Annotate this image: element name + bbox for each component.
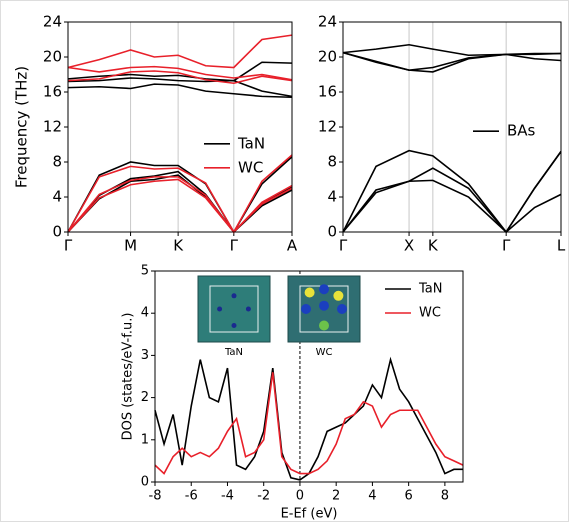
legend-label: WC xyxy=(238,158,263,176)
x-tick-label: 4 xyxy=(368,489,376,504)
y-tick-label: 4 xyxy=(327,188,337,206)
data-line xyxy=(67,83,293,99)
x-tick-label: -8 xyxy=(149,489,162,504)
y-tick-label: 5 xyxy=(141,264,149,279)
x-tick-label: 8 xyxy=(441,489,449,504)
data-line xyxy=(342,51,561,71)
x-tick-label: 0 xyxy=(296,489,304,504)
inset-label: WC xyxy=(316,347,333,358)
y-tick-label: 24 xyxy=(318,13,337,31)
inset-atom xyxy=(319,300,329,311)
data-line xyxy=(342,149,562,234)
inset-atom xyxy=(301,304,311,314)
data-line xyxy=(154,372,464,475)
inset-cell xyxy=(209,285,259,333)
x-tick-label: K xyxy=(428,237,439,255)
x-tick-label: Γ xyxy=(64,237,73,255)
y-tick-label: 20 xyxy=(318,48,337,66)
x-tick-label: L xyxy=(557,237,566,255)
data-line xyxy=(67,65,293,81)
data-line xyxy=(67,77,293,98)
inset-atom xyxy=(304,287,315,298)
legend-label: BAs xyxy=(507,122,536,140)
y-tick-label: 4 xyxy=(52,188,62,206)
inset-atom xyxy=(217,306,223,312)
y-tick-label: 0 xyxy=(52,223,62,241)
y-tick-label: 2 xyxy=(141,390,149,405)
data-line xyxy=(67,156,293,234)
y-tick-label: 16 xyxy=(43,83,62,101)
y-tick-label: 0 xyxy=(327,223,337,241)
x-tick-label: -6 xyxy=(185,489,198,504)
data-line xyxy=(67,154,293,234)
inset-atom xyxy=(231,293,237,299)
x-tick-label: Γ xyxy=(502,237,511,255)
y-axis-label: DOS (states/eV-f.u.) xyxy=(121,313,136,441)
y-tick-label: 16 xyxy=(318,83,337,101)
x-tick-label: A xyxy=(287,237,298,255)
x-tick-label: Γ xyxy=(230,237,239,255)
x-tick-label: 6 xyxy=(405,489,413,504)
x-tick-label: -2 xyxy=(257,489,270,504)
inset-atom xyxy=(245,306,251,312)
x-tick-label: M xyxy=(124,237,137,255)
y-tick-label: 0 xyxy=(141,475,149,490)
x-axis-label: E-Ef (eV) xyxy=(281,507,338,522)
y-tick-label: 8 xyxy=(327,153,337,171)
plot-frame xyxy=(67,21,293,233)
y-tick-label: 1 xyxy=(141,432,149,447)
data-line xyxy=(67,178,293,234)
y-tick-label: 12 xyxy=(318,118,337,136)
inset-label: TaN xyxy=(224,347,243,358)
inset-atom xyxy=(319,284,329,295)
data-line xyxy=(67,176,293,234)
y-tick-label: 12 xyxy=(43,118,62,136)
data-line xyxy=(67,34,293,69)
data-line xyxy=(342,179,562,234)
data-line xyxy=(67,61,293,82)
y-tick-label: 8 xyxy=(52,153,62,171)
legend-label: WC xyxy=(419,306,441,321)
y-axis-label: Frequency (THz) xyxy=(13,66,31,188)
x-tick-label: X xyxy=(404,237,414,255)
y-tick-label: 4 xyxy=(141,306,149,321)
inset-atom xyxy=(231,323,237,328)
x-tick-label: K xyxy=(173,237,184,255)
legend-label: TaN xyxy=(237,134,265,152)
x-tick-label: Γ xyxy=(339,237,348,255)
x-tick-label: 2 xyxy=(332,489,340,504)
inset-atom xyxy=(319,320,329,331)
data-line xyxy=(67,70,293,85)
x-tick-label: -4 xyxy=(221,489,234,504)
y-tick-label: 20 xyxy=(43,48,62,66)
plot-frame xyxy=(342,21,562,233)
inset-atom xyxy=(333,290,344,301)
plot-frame xyxy=(154,270,464,483)
y-tick-label: 3 xyxy=(141,348,149,363)
legend-label: TaN xyxy=(418,282,442,297)
inset-atom xyxy=(337,304,347,314)
y-tick-label: 24 xyxy=(43,13,62,31)
